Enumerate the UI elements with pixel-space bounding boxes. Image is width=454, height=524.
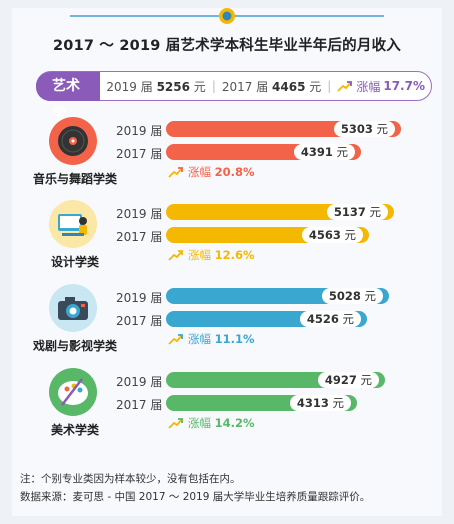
major-group-drama: 戏剧与影视学类 2019 届 5028 元 2017 届 4526 元涨幅 11.1% <box>0 283 454 365</box>
bar-value-label: 5028 元 <box>321 288 383 304</box>
summary-pill: 艺术学 2019 届 5256 元 | 2017 届 4465 元 | 涨幅 1… <box>36 71 432 123</box>
bar-value-label: 4927 元 <box>317 372 379 388</box>
summary-separator: | <box>327 79 332 93</box>
designer-monitor-icon <box>48 199 98 249</box>
trend-up-icon <box>168 250 183 261</box>
growth-label: 涨幅 20.8% <box>168 164 255 180</box>
series-label: 2017 届 <box>116 147 163 161</box>
series-label: 2019 届 <box>116 291 163 305</box>
major-group-music: 音乐与舞蹈学类 2019 届 5303 元 2017 届 4391 元涨幅 20.8% <box>0 116 454 198</box>
trend-up-icon <box>168 334 183 345</box>
major-name: 音乐与舞蹈学类 <box>32 172 117 186</box>
summary-tag: 艺术学 <box>36 71 101 123</box>
major-name: 美术学类 <box>50 423 99 437</box>
bar-value-label: 5137 元 <box>326 204 388 220</box>
major-group-fineart: 美术学类 2019 届 4927 元 2017 届 4313 元涨幅 14.2% <box>0 367 454 449</box>
series-label: 2019 届 <box>116 375 163 389</box>
bar: 4927 元 <box>166 372 385 388</box>
series-label: 2017 届 <box>116 314 163 328</box>
palette-icon <box>48 367 98 417</box>
trend-up-icon <box>168 167 183 178</box>
summary-2017: 2017 届 4465 元 <box>221 79 322 94</box>
camera-icon <box>48 283 98 333</box>
summary-2019: 2019 届 5256 元 <box>106 79 206 94</box>
bar: 4391 元 <box>166 144 361 160</box>
summary-growth: 涨幅 17.7% <box>331 78 431 95</box>
bar-value-label: 5303 元 <box>333 121 395 137</box>
major-group-design: 设计学类 2019 届 5137 元 2017 届 4563 元涨幅 12.6% <box>0 199 454 281</box>
series-label: 2017 届 <box>116 230 163 244</box>
bar: 5137 元 <box>166 204 394 220</box>
chart-title: 2017 ～ 2019 届艺术学本科生毕业半年后的月收入 <box>53 38 401 54</box>
series-label: 2019 届 <box>116 124 163 138</box>
data-source: 数据来源：麦可思 - 中国 2017 ～ 2019 届大学毕业生培养质量跟踪评价… <box>20 491 371 503</box>
bar-value-label: 4526 元 <box>299 311 361 327</box>
bar: 4526 元 <box>166 311 367 327</box>
footnote: 注：个别专业类因为样本较少，没有包括在内。 <box>20 473 241 485</box>
summary-separator: | <box>211 79 216 93</box>
bar-value-label: 4391 元 <box>293 144 355 160</box>
series-label: 2017 届 <box>116 398 163 412</box>
bar: 4313 元 <box>166 395 357 411</box>
growth-label: 涨幅 12.6% <box>168 247 255 263</box>
bar: 5028 元 <box>166 288 389 304</box>
bar-value-label: 4563 元 <box>301 227 363 243</box>
top-decoration <box>70 8 384 24</box>
trend-up-icon <box>337 81 353 92</box>
major-name: 戏剧与影视学类 <box>32 339 117 353</box>
growth-label: 涨幅 11.1% <box>168 331 255 347</box>
bar: 4563 元 <box>166 227 369 243</box>
series-label: 2019 届 <box>116 207 163 221</box>
vinyl-record-icon <box>48 116 98 166</box>
bar: 5303 元 <box>166 121 401 137</box>
bar-value-label: 4313 元 <box>289 395 351 411</box>
major-name: 设计学类 <box>50 255 99 269</box>
growth-label: 涨幅 14.2% <box>168 415 255 431</box>
trend-up-icon <box>168 418 183 429</box>
